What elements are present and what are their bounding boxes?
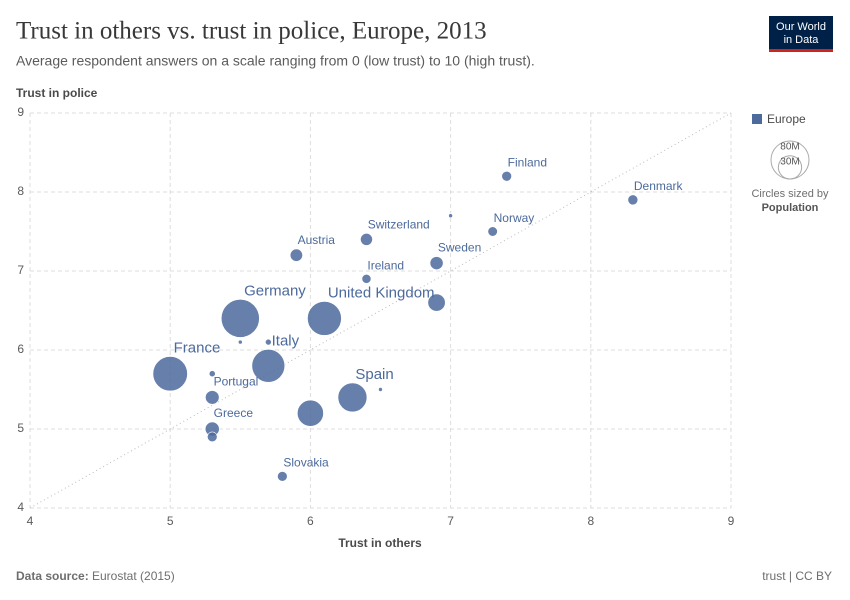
bubble bbox=[205, 390, 220, 405]
license[interactable]: trust | CC BY bbox=[762, 569, 832, 583]
logo[interactable] bbox=[769, 16, 833, 52]
bubble bbox=[360, 233, 373, 246]
bubble bbox=[265, 338, 272, 346]
logo-text[interactable]: in Data bbox=[784, 34, 820, 46]
point-label: France bbox=[174, 339, 221, 356]
size-legend-variable: Population bbox=[762, 202, 819, 214]
point-label: Norway bbox=[494, 211, 535, 225]
y-axis-title: Trust in police bbox=[16, 86, 98, 100]
bubble bbox=[251, 349, 286, 383]
point-label: Finland bbox=[508, 155, 547, 169]
bubble bbox=[487, 226, 498, 237]
bubble bbox=[277, 471, 288, 482]
x-tick-label: 6 bbox=[307, 514, 314, 528]
legend-label: Europe bbox=[767, 112, 806, 126]
reference-line bbox=[29, 112, 732, 509]
bubble bbox=[208, 370, 216, 378]
point-label: Slovakia bbox=[283, 456, 329, 470]
y-tick-label: 7 bbox=[17, 263, 24, 277]
x-tick-label: 9 bbox=[728, 514, 735, 528]
point-label: Ireland bbox=[367, 259, 404, 273]
bubble bbox=[627, 194, 639, 206]
source-label: Data source: bbox=[16, 569, 89, 583]
point-label: Sweden bbox=[438, 241, 481, 255]
bubble bbox=[501, 170, 512, 182]
size-key-circle bbox=[777, 155, 803, 180]
x-tick-label: 5 bbox=[167, 514, 174, 528]
bubble bbox=[307, 301, 342, 336]
logo-stripe bbox=[769, 49, 833, 52]
x-tick-label: 8 bbox=[587, 514, 594, 528]
bubble bbox=[378, 387, 383, 392]
x-tick-label: 4 bbox=[27, 514, 34, 528]
point-label: Portugal bbox=[214, 375, 259, 389]
legend-swatch bbox=[752, 114, 762, 124]
source[interactable]: Eurostat (2015) bbox=[92, 569, 175, 583]
point-label: United Kingdom bbox=[328, 284, 435, 301]
bubble bbox=[448, 213, 453, 218]
bubble bbox=[207, 431, 218, 443]
y-tick-label: 6 bbox=[17, 342, 24, 356]
bubble bbox=[427, 293, 446, 312]
logo-text[interactable]: Our World bbox=[776, 21, 826, 33]
y-tick-label: 9 bbox=[17, 105, 24, 119]
x-tick-label: 7 bbox=[447, 514, 454, 528]
bubble bbox=[429, 256, 444, 270]
bubble bbox=[337, 382, 368, 413]
bubble bbox=[238, 339, 243, 345]
point-label: Greece bbox=[214, 406, 254, 420]
point-label: Denmark bbox=[634, 179, 684, 193]
point-label: Spain bbox=[355, 366, 393, 383]
bubble bbox=[220, 299, 260, 338]
size-key-label: 30M bbox=[780, 156, 799, 167]
chart-title: Trust in others vs. trust in police, Eur… bbox=[16, 18, 487, 45]
y-tick-label: 8 bbox=[17, 184, 24, 198]
point-label: Switzerland bbox=[368, 218, 430, 232]
y-tick-label: 5 bbox=[17, 421, 24, 435]
y-tick-label: 4 bbox=[17, 500, 24, 514]
point-label: Austria bbox=[298, 233, 336, 247]
point-label: Italy bbox=[272, 332, 300, 349]
x-axis-title: Trust in others bbox=[338, 536, 422, 550]
bubble bbox=[152, 356, 188, 392]
bubble bbox=[289, 248, 303, 262]
bubble bbox=[361, 274, 372, 284]
chart-subtitle: Average respondent answers on a scale ra… bbox=[16, 53, 535, 69]
bubble bbox=[297, 399, 324, 427]
point-label: Germany bbox=[244, 282, 306, 299]
size-key-label: 80M bbox=[780, 142, 799, 153]
size-legend-title: Circles sized by bbox=[751, 188, 829, 200]
